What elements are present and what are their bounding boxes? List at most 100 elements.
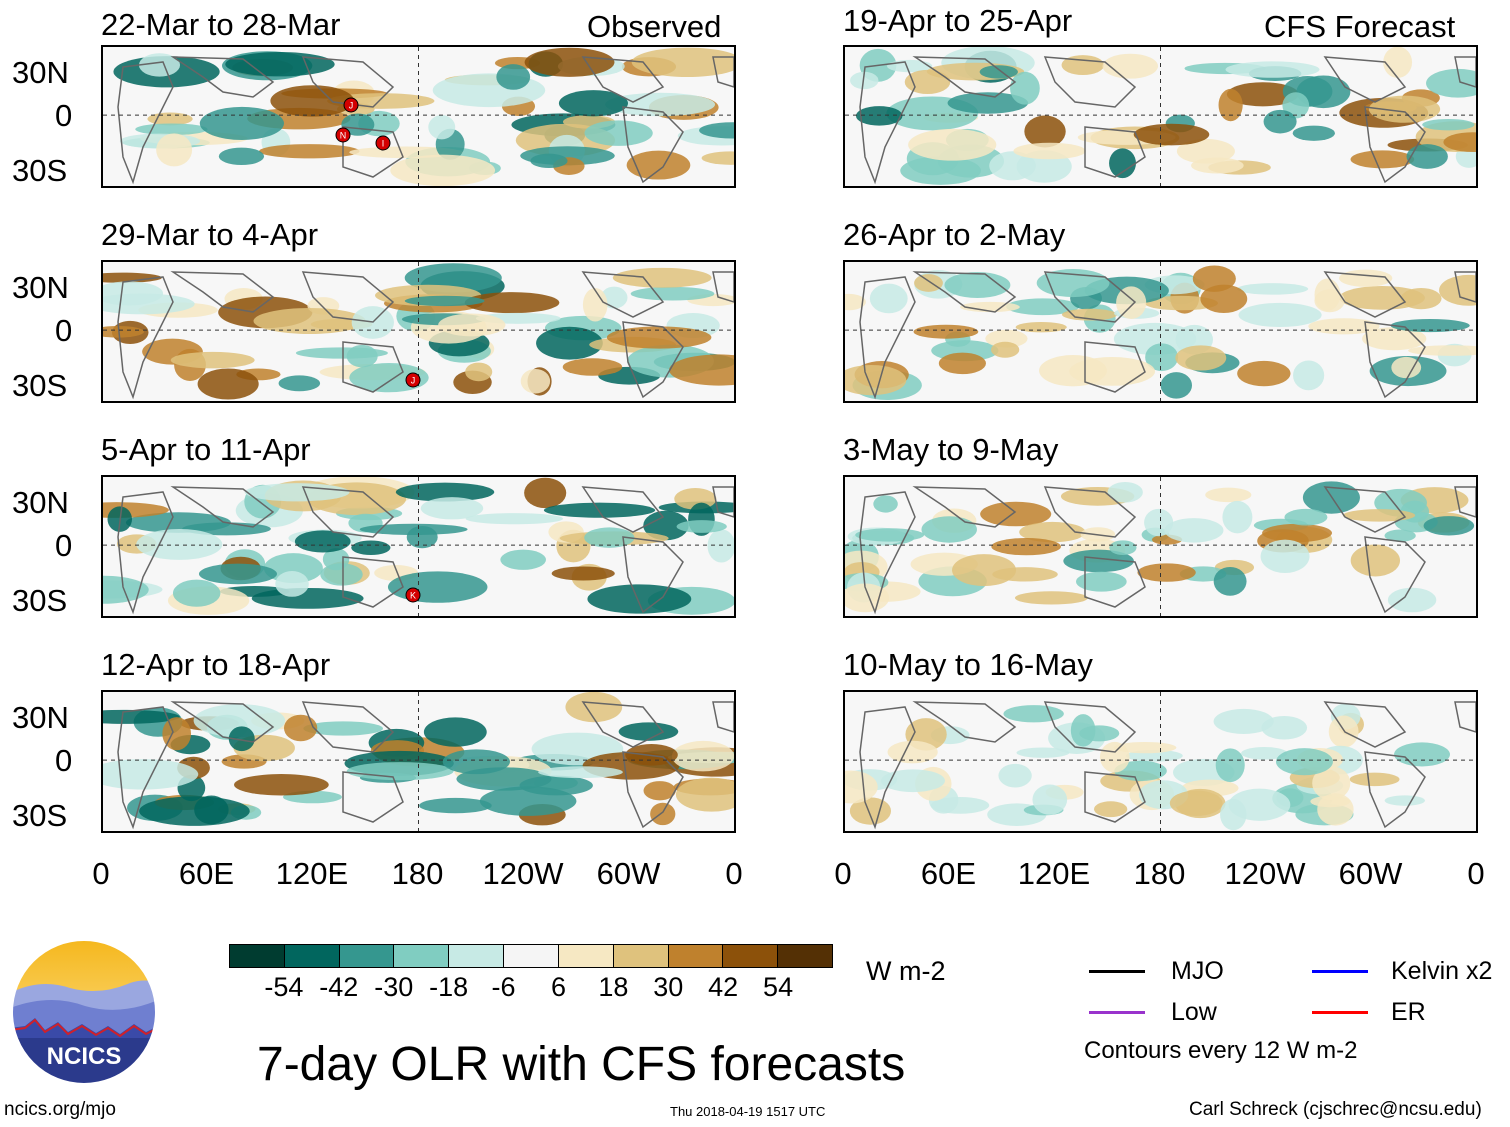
footer-url[interactable]: ncics.org/mjo	[4, 1099, 116, 1120]
olr-anomaly-blob	[565, 692, 623, 723]
lon-label: 120E	[275, 856, 349, 891]
olr-anomaly-blob	[1342, 509, 1416, 522]
olr-anomaly-blob	[991, 341, 1020, 358]
olr-anomaly-blob	[1226, 82, 1299, 107]
olr-anomaly-blob	[849, 797, 892, 825]
olr-anomaly-blob	[1296, 75, 1351, 109]
olr-field: J N I	[103, 47, 734, 186]
coastline	[912, 56, 1017, 98]
olr-anomaly-blob	[139, 796, 250, 826]
lon-label: 60W	[1338, 856, 1403, 891]
storm-label: K	[410, 591, 416, 601]
legend-note: Contours every 12 W m-2	[1084, 1037, 1358, 1064]
olr-anomaly-blob	[1383, 47, 1413, 78]
olr-anomaly-blob	[921, 516, 977, 543]
lon-label: 120W	[482, 856, 564, 891]
olr-anomaly-blob	[845, 364, 907, 396]
coastline	[342, 126, 404, 178]
coastline	[170, 701, 275, 743]
olr-anomaly-blob	[845, 293, 866, 311]
olr-anomaly-blob	[1439, 274, 1476, 306]
olr-anomaly-blob	[650, 802, 676, 826]
olr-anomaly-blob	[524, 47, 615, 77]
olr-anomaly-blob	[1237, 360, 1291, 387]
lon-label: 0	[1467, 856, 1485, 891]
olr-anomaly-blob	[103, 759, 199, 790]
coastline	[581, 701, 665, 748]
coastline	[301, 271, 395, 323]
coastline	[1043, 486, 1137, 538]
olr-anomaly-blob	[584, 120, 653, 146]
olr-anomaly-blob	[1205, 487, 1252, 503]
colorbar	[229, 944, 833, 968]
olr-anomaly-blob	[103, 272, 162, 283]
olr-anomaly-blob	[643, 781, 676, 801]
olr-anomaly-blob	[428, 115, 456, 140]
olr-anomaly-blob	[1394, 742, 1450, 767]
colorbar-tick-label: 30	[653, 972, 684, 1002]
olr-anomaly-blob	[587, 584, 692, 614]
coastline	[1454, 701, 1476, 733]
olr-anomaly-blob	[500, 549, 546, 570]
olr-anomaly-blob	[1109, 540, 1137, 556]
coastline	[712, 701, 734, 733]
olr-anomaly-blob	[913, 324, 979, 339]
coastline	[1364, 106, 1426, 184]
coastline	[1043, 271, 1137, 323]
coastline	[859, 706, 916, 830]
olr-anomaly-blob	[675, 777, 734, 812]
olr-anomaly-blob	[259, 144, 360, 159]
lat-label: 30S	[12, 583, 68, 618]
coastline	[117, 491, 174, 615]
lat-label: 30S	[12, 368, 68, 403]
coastline	[301, 486, 395, 538]
olr-anomaly-blob	[423, 717, 487, 747]
colorbar-tick-label: -6	[491, 972, 516, 1002]
olr-anomaly-blob	[278, 375, 321, 392]
olr-anomaly-blob	[558, 90, 628, 117]
coastline	[1323, 701, 1407, 748]
storm-marker: J	[343, 97, 359, 113]
coastline	[1084, 341, 1146, 393]
legend-line-mjo	[1089, 970, 1145, 973]
lat-label: 0	[55, 743, 73, 778]
map-panel-fcst-4	[843, 690, 1478, 833]
colorbar-swatch	[613, 945, 669, 967]
olr-anomaly-blob	[1390, 319, 1470, 333]
coastline	[912, 701, 1017, 743]
colorbar-swatch	[558, 945, 614, 967]
olr-anomaly-blob	[669, 354, 734, 386]
olr-anomaly-blob	[855, 106, 903, 126]
olr-anomaly-blob	[218, 147, 265, 166]
lon-label: 0	[92, 856, 110, 891]
legend-line-kelvin	[1312, 970, 1368, 973]
olr-anomaly-blob	[1215, 748, 1245, 783]
coastline	[301, 56, 395, 108]
coastline	[170, 271, 275, 313]
legend-label-mjo: MJO	[1171, 957, 1224, 985]
olr-anomaly-blob	[1176, 138, 1235, 164]
coastline	[1454, 271, 1476, 303]
olr-anomaly-blob	[1426, 68, 1476, 98]
olr-anomaly-blob	[845, 583, 890, 613]
colorbar-tick-label: -18	[429, 972, 469, 1002]
colorbar-tick-label: 6	[550, 972, 566, 1002]
panel-title: 5-Apr to 11-Apr	[101, 432, 311, 467]
olr-anomaly-blob	[1010, 71, 1040, 105]
olr-anomaly-blob	[170, 351, 255, 369]
olr-anomaly-blob	[275, 571, 309, 597]
olr-anomaly-blob	[543, 502, 656, 518]
olr-anomaly-blob	[520, 368, 551, 394]
colorbar-units: W m-2	[866, 956, 946, 986]
colorbar-swatch	[230, 945, 285, 967]
coastline	[342, 341, 404, 393]
coastline	[1323, 271, 1407, 318]
olr-anomaly-blob	[351, 540, 391, 556]
olr-anomaly-blob	[1107, 481, 1143, 503]
legend-line-er	[1312, 1011, 1368, 1014]
olr-anomaly-blob	[1387, 587, 1437, 613]
olr-anomaly-blob	[1213, 708, 1274, 734]
olr-anomaly-blob	[1292, 125, 1335, 141]
olr-anomaly-blob	[1422, 118, 1475, 131]
legend-line-low	[1089, 1011, 1145, 1014]
